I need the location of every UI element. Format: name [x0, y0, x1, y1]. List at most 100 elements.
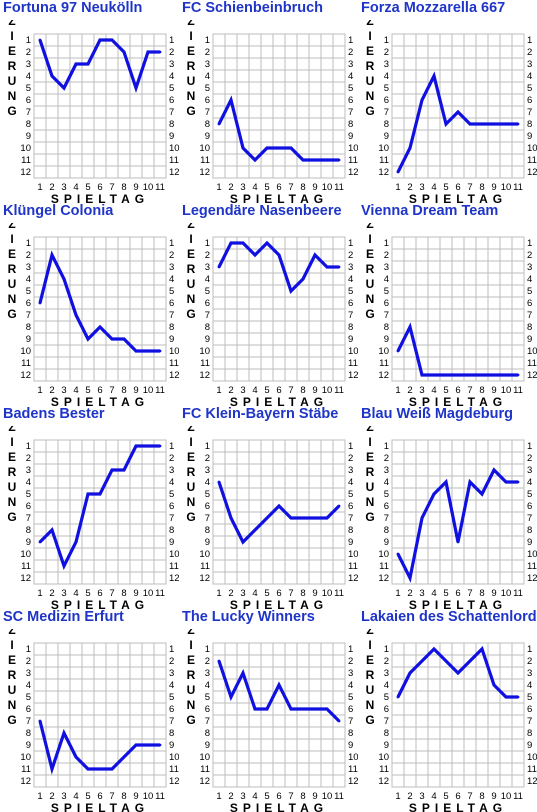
x-tick-label: 10 [143, 791, 154, 802]
data-point [289, 516, 293, 520]
y-tick-label: 9 [384, 740, 389, 751]
y-tick-label-right: 6 [527, 298, 532, 309]
y-tick-label-right: 12 [169, 776, 179, 787]
x-tick-label: 4 [252, 385, 257, 396]
y-tick-label: 6 [384, 298, 389, 309]
data-point [38, 38, 42, 42]
y-tick-label: 8 [26, 322, 31, 333]
y-tick-label: 10 [199, 346, 210, 357]
y-tick-label: 1 [384, 238, 389, 249]
y-tick-label-right: 11 [527, 155, 537, 166]
y-tick-label-right: 5 [169, 83, 174, 94]
y-axis-label: PLAZIERUNG [5, 629, 19, 728]
y-tick-label: 11 [200, 764, 210, 775]
data-point [158, 50, 162, 54]
x-tick-label: 11 [334, 182, 344, 193]
data-point [432, 492, 436, 496]
data-point [468, 373, 472, 377]
y-tick-label: 6 [26, 298, 31, 309]
y-tick-label: 2 [205, 656, 210, 667]
x-tick-label: 11 [513, 182, 523, 193]
data-point [325, 265, 329, 269]
y-tick-label-right: 8 [527, 728, 532, 739]
y-tick-label: 8 [384, 525, 389, 536]
y-tick-label: 4 [384, 477, 389, 488]
team-chart-panel: Vienna Dream Team 1 1 2 2 3 3 4 4 5 5 6 6 7 7 8 8 9 9 10 10 1… [358, 203, 537, 406]
y-tick-label-right: 2 [527, 250, 532, 261]
y-tick-label: 9 [384, 537, 389, 548]
team-chart-panel: SC Medizin Erfurt 1 1 2 2 3 3 4 4 5 5 6 6 7 7 8 8 9 9 10 10 1… [0, 609, 179, 812]
y-tick-label-right: 11 [169, 155, 179, 166]
x-tick-label: 6 [455, 588, 460, 599]
x-tick-label: 6 [276, 791, 281, 802]
data-point [98, 767, 102, 771]
y-tick-label: 1 [205, 644, 210, 655]
y-tick-label-right: 4 [348, 477, 353, 488]
y-tick-label: 11 [379, 561, 389, 572]
y-tick-label: 11 [200, 155, 210, 166]
y-tick-label-right: 6 [348, 95, 353, 106]
x-tick-label: 1 [37, 385, 42, 396]
y-tick-label-right: 12 [348, 370, 358, 381]
x-tick-label: 1 [37, 588, 42, 599]
x-tick-label: 2 [49, 182, 54, 193]
data-point [492, 468, 496, 472]
y-tick-label: 9 [384, 334, 389, 345]
y-tick-label-right: 4 [169, 680, 174, 691]
chart-title: Badens Bester [3, 406, 105, 422]
data-point [146, 444, 150, 448]
data-point [480, 122, 484, 126]
y-tick-label-right: 9 [348, 334, 353, 345]
y-tick-label-right: 3 [348, 668, 353, 679]
x-tick-label: 11 [155, 385, 165, 396]
y-tick-label-right: 6 [348, 501, 353, 512]
y-tick-label: 2 [384, 47, 389, 58]
x-tick-label: 3 [419, 385, 424, 396]
data-point [420, 98, 424, 102]
y-tick-label: 10 [378, 752, 389, 763]
data-point [122, 50, 126, 54]
y-tick-label-right: 12 [527, 370, 537, 381]
y-tick-label-right: 10 [527, 143, 537, 154]
y-tick-label-right: 4 [348, 71, 353, 82]
x-tick-label: 10 [322, 588, 333, 599]
y-axis-label: PLAZIERUNG [184, 20, 198, 119]
x-axis-label: SPIELTAG [230, 598, 328, 609]
y-tick-label: 7 [384, 716, 389, 727]
y-tick-label-right: 3 [527, 465, 532, 476]
data-point [277, 146, 281, 150]
chart-title: Lakaien des Schattenlords [361, 609, 537, 625]
data-point [50, 74, 54, 78]
x-tick-label: 7 [467, 385, 472, 396]
team-chart-panel: Blau Weiß Magdeburg 1 1 2 2 3 3 4 4 5 5 6 6 7 7 8 8 9 9 10 1… [358, 406, 537, 609]
x-tick-label: 7 [467, 182, 472, 193]
y-tick-label-right: 12 [348, 776, 358, 787]
y-tick-label: 3 [384, 262, 389, 273]
y-tick-label-right: 3 [348, 262, 353, 273]
y-tick-label-right: 7 [348, 716, 353, 727]
y-tick-label-right: 12 [527, 167, 537, 178]
data-point [289, 707, 293, 711]
data-point [110, 38, 114, 42]
x-tick-label: 1 [216, 385, 221, 396]
y-tick-label: 7 [26, 716, 31, 727]
x-tick-label: 5 [85, 791, 90, 802]
x-tick-label: 3 [419, 791, 424, 802]
y-tick-label-right: 9 [527, 740, 532, 751]
y-tick-label-right: 3 [527, 59, 532, 70]
y-tick-label: 12 [199, 370, 210, 381]
y-tick-label: 7 [205, 513, 210, 524]
y-tick-label: 3 [205, 59, 210, 70]
x-tick-label: 2 [49, 385, 54, 396]
y-tick-label-right: 12 [169, 370, 179, 381]
data-point [337, 504, 341, 508]
y-tick-label-right: 5 [527, 286, 532, 297]
y-tick-label: 6 [26, 704, 31, 715]
y-tick-label: 9 [26, 740, 31, 751]
y-tick-label-right: 1 [527, 35, 532, 46]
y-tick-label: 4 [26, 274, 31, 285]
x-tick-label: 1 [216, 791, 221, 802]
team-chart-panel: Legendäre Nasenbeere 1 1 2 2 3 3 4 4 5 5 6 6 7 7 8 8 9 9 10… [179, 203, 358, 406]
x-tick-label: 7 [288, 182, 293, 193]
